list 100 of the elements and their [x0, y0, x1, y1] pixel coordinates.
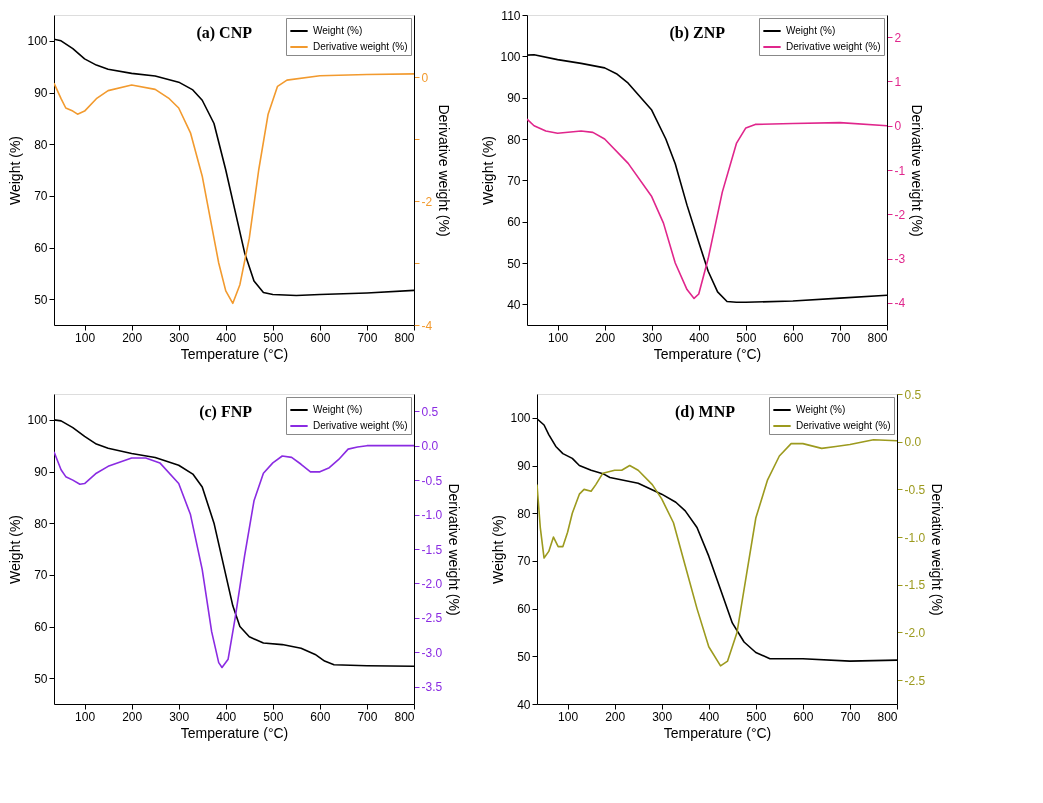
- legend-label: Weight (%): [313, 25, 363, 36]
- y2-tick-label: 0.0: [421, 439, 439, 454]
- y2-tick-label: -2.5: [421, 611, 443, 626]
- x-tick-label: 300: [169, 330, 190, 345]
- y-tick-label: 90: [517, 459, 531, 474]
- y-tick-label: 80: [34, 137, 48, 152]
- x-tick-label: 800: [394, 709, 415, 724]
- x-tick-label: 800: [877, 709, 898, 724]
- y2-tick-label: -2: [894, 207, 906, 222]
- x-tick-label: 800: [394, 330, 415, 345]
- x-tick-label: 300: [652, 709, 673, 724]
- y-tick-label: 80: [517, 506, 531, 521]
- legend-label: Weight (%): [786, 25, 836, 36]
- y2-tick-label: -2.0: [904, 625, 926, 640]
- y-tick-label: 60: [34, 620, 48, 634]
- y-tick-label: 90: [34, 86, 48, 100]
- y2-tick-label: 0.5: [421, 404, 439, 419]
- x-axis-title: Temperature (°C): [653, 345, 762, 362]
- x-tick-label: 100: [75, 330, 96, 345]
- x-tick-label: 800: [867, 330, 888, 345]
- y2-tick-label: -0.5: [904, 482, 926, 497]
- x-tick-label: 200: [605, 709, 626, 724]
- y2-axis-title: Derivative weight (%): [436, 104, 453, 237]
- y-tick-label: 110: [501, 8, 521, 23]
- y-tick-label: 70: [34, 568, 48, 583]
- legend-label: Weight (%): [313, 404, 363, 415]
- y2-tick-label: 0.5: [904, 387, 922, 402]
- y2-tick-label: -3: [894, 252, 906, 267]
- y-axis-title: Weight (%): [7, 515, 24, 584]
- x-tick-label: 400: [699, 709, 720, 724]
- y-tick-label: 100: [500, 49, 521, 64]
- x-tick-label: 600: [310, 330, 331, 345]
- x-tick-label: 700: [357, 709, 378, 724]
- y2-tick-label: -3.5: [421, 680, 443, 695]
- x-axis-title: Temperature (°C): [180, 345, 289, 362]
- x-tick-label: 600: [793, 709, 814, 724]
- x-tick-label: 300: [642, 330, 663, 345]
- y-tick-label: 50: [507, 256, 521, 271]
- y-tick-label: 90: [507, 91, 521, 106]
- y2-axis-title: Derivative weight (%): [446, 483, 463, 616]
- y2-tick-label: -2.5: [904, 673, 926, 688]
- y2-tick-label: -1.0: [904, 530, 926, 545]
- x-tick-label: 100: [548, 330, 569, 345]
- y2-tick-label: -1: [894, 163, 906, 178]
- line-series: [54, 73, 414, 305]
- y-tick-label: 100: [510, 411, 531, 426]
- y2-tick-label: 1: [894, 74, 902, 89]
- x-tick-label: 100: [75, 709, 96, 724]
- x-tick-label: 400: [216, 330, 237, 345]
- x-tick-label: 700: [840, 709, 861, 724]
- y2-tick-label: 0: [894, 119, 902, 134]
- y-tick-label: 90: [34, 465, 48, 479]
- y-tick-label: 50: [34, 671, 48, 686]
- y-tick-label: 70: [34, 189, 48, 204]
- y2-tick-label: -2.0: [421, 576, 443, 591]
- y-axis-title: Weight (%): [490, 515, 507, 584]
- y-tick-label: 60: [34, 241, 48, 255]
- y2-tick-label: -1.5: [421, 542, 443, 557]
- y-axis-title: Weight (%): [480, 136, 497, 205]
- y2-axis-title: Derivative weight (%): [909, 104, 926, 237]
- legend-label: Derivative weight (%): [786, 41, 881, 52]
- y2-tick-label: -0.5: [421, 473, 443, 488]
- y2-axis-title: Derivative weight (%): [929, 483, 946, 616]
- x-tick-label: 500: [263, 330, 284, 345]
- y2-tick-label: -1.5: [904, 578, 926, 593]
- x-tick-label: 600: [783, 330, 804, 345]
- y-tick-label: 80: [507, 132, 521, 147]
- x-tick-label: 200: [122, 330, 143, 345]
- y2-tick-label: -4: [894, 296, 906, 311]
- x-axis-title: Temperature (°C): [180, 724, 289, 741]
- y-tick-label: 60: [517, 602, 531, 617]
- y2-tick-label: 0.0: [904, 435, 922, 450]
- y2-tick-label: -2: [421, 194, 433, 209]
- y2-tick-label: 2: [894, 30, 902, 45]
- x-tick-label: 300: [169, 709, 190, 724]
- y-tick-label: 40: [517, 697, 531, 712]
- x-tick-label: 700: [357, 330, 378, 345]
- text: (c) FNP: [199, 403, 253, 421]
- y2-tick-label: -3.0: [421, 645, 443, 660]
- x-tick-label: 200: [595, 330, 616, 345]
- y-axis-title: Weight (%): [7, 136, 24, 205]
- y-tick-label: 100: [27, 34, 48, 49]
- x-tick-label: 500: [736, 330, 757, 345]
- x-tick-label: 400: [689, 330, 710, 345]
- x-tick-label: 500: [263, 709, 284, 724]
- x-tick-label: 700: [830, 330, 851, 345]
- y-tick-label: 60: [507, 215, 521, 230]
- y-tick-label: 50: [517, 649, 531, 664]
- y-tick-label: 70: [517, 554, 531, 569]
- x-tick-label: 200: [122, 709, 143, 724]
- y-tick-label: 40: [507, 297, 521, 312]
- text: (a) CNP: [196, 24, 253, 42]
- y-tick-label: 70: [507, 173, 521, 188]
- legend-label: Derivative weight (%): [313, 420, 408, 431]
- x-tick-label: 600: [310, 709, 331, 724]
- y2-tick-label: -4: [421, 318, 433, 333]
- legend-label: Weight (%): [796, 404, 846, 415]
- text: (b) ZNP: [669, 24, 726, 42]
- legend-label: Derivative weight (%): [313, 41, 408, 52]
- y-tick-label: 100: [27, 413, 48, 428]
